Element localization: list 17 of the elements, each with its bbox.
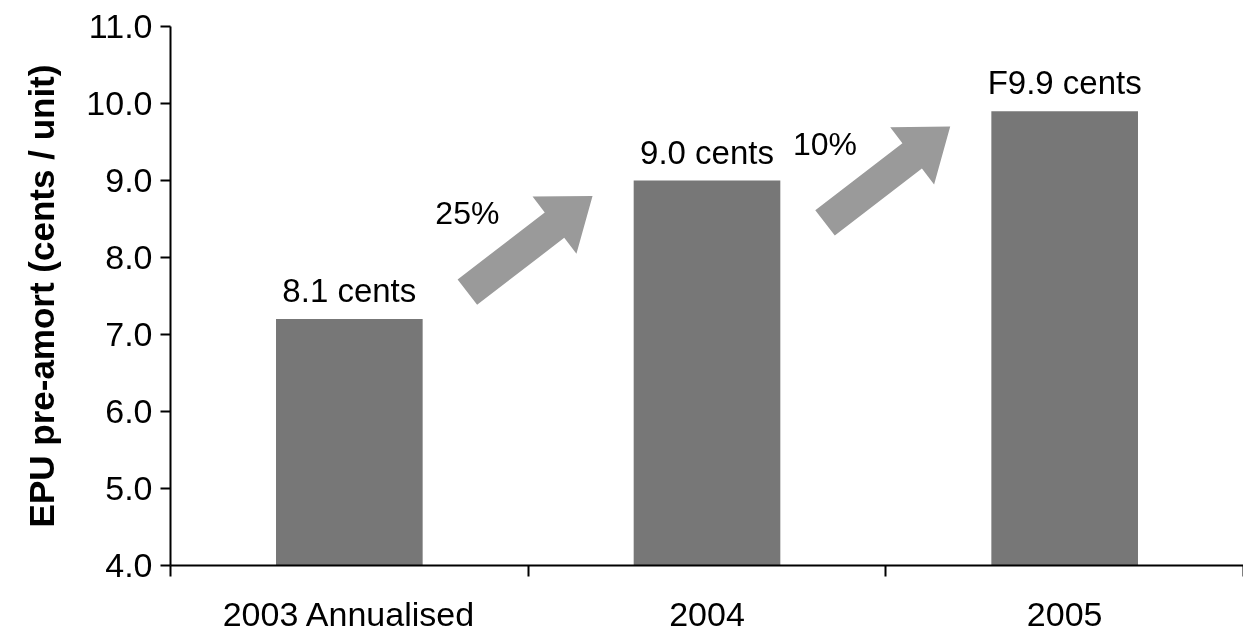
y-tick-label: 7.0 xyxy=(105,315,153,353)
annotation: 8.1 cents xyxy=(282,272,417,310)
y-tick-label: 4.0 xyxy=(105,546,153,584)
annotation: 25% xyxy=(435,194,500,231)
y-tick-label: 8.0 xyxy=(105,238,153,276)
y-tick-label: 10.0 xyxy=(86,84,153,122)
y-tick-label: 9.0 xyxy=(105,161,153,199)
y-tick-label: 5.0 xyxy=(105,469,153,507)
x-tick-label: 2005 xyxy=(1026,594,1103,633)
x-tick-label: 2003 Annualised xyxy=(222,594,475,633)
data-label: 9.0 cents xyxy=(640,133,774,171)
y-axis-title: EPU pre-amort (cents / unit) xyxy=(22,64,62,528)
y-tick-label: 6.0 xyxy=(105,392,153,430)
data-label: F9.9 cents xyxy=(987,64,1142,102)
y-tick-label: 11.0 xyxy=(88,7,153,45)
annotation: 10% xyxy=(793,125,858,162)
x-tick-label: 2004 xyxy=(669,594,745,633)
